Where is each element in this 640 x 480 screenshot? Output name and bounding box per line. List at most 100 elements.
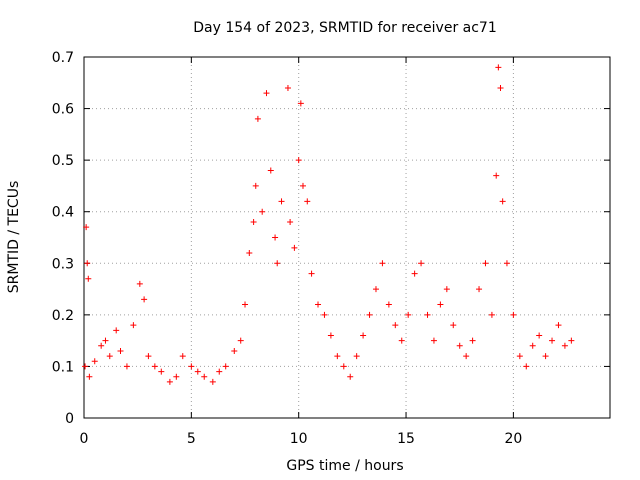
data-point bbox=[379, 260, 386, 267]
data-point bbox=[360, 332, 367, 339]
data-point bbox=[353, 353, 360, 360]
data-point bbox=[145, 353, 152, 360]
data-point bbox=[254, 115, 261, 122]
data-point bbox=[372, 286, 379, 293]
data-point bbox=[83, 224, 90, 231]
data-point bbox=[106, 353, 113, 360]
data-point bbox=[315, 301, 322, 308]
data-point bbox=[278, 198, 285, 205]
data-point bbox=[274, 260, 281, 267]
y-tick-label: 0.3 bbox=[52, 256, 74, 272]
data-point bbox=[113, 327, 120, 334]
data-point bbox=[476, 286, 483, 293]
data-point bbox=[82, 363, 89, 370]
x-tick-label: 10 bbox=[290, 431, 308, 447]
data-point bbox=[463, 353, 470, 360]
data-point bbox=[209, 378, 216, 385]
data-point bbox=[287, 219, 294, 226]
data-point bbox=[297, 100, 304, 107]
y-tick-label: 0.7 bbox=[52, 50, 74, 66]
data-point bbox=[493, 172, 500, 179]
data-point bbox=[321, 311, 328, 318]
grid bbox=[84, 57, 610, 418]
data-point bbox=[398, 337, 405, 344]
data-point bbox=[555, 322, 562, 329]
data-point bbox=[482, 260, 489, 267]
data-point bbox=[291, 244, 298, 251]
data-point bbox=[536, 332, 543, 339]
data-point bbox=[158, 368, 165, 375]
x-tick-label: 20 bbox=[504, 431, 522, 447]
y-axis-title: SRMTID / TECUs bbox=[6, 181, 22, 294]
data-point bbox=[411, 270, 418, 277]
data-point bbox=[284, 84, 291, 91]
data-point bbox=[561, 342, 568, 349]
data-point bbox=[123, 363, 130, 370]
data-point bbox=[237, 337, 244, 344]
data-point bbox=[141, 296, 148, 303]
data-point bbox=[231, 347, 238, 354]
data-point bbox=[347, 373, 354, 380]
data-point bbox=[529, 342, 536, 349]
data-point bbox=[523, 363, 530, 370]
data-point bbox=[334, 353, 341, 360]
data-point bbox=[85, 275, 92, 282]
y-tick-label: 0 bbox=[65, 411, 74, 427]
data-point bbox=[308, 270, 315, 277]
data-point bbox=[242, 301, 249, 308]
data-point bbox=[299, 182, 306, 189]
x-tick-label: 0 bbox=[80, 431, 89, 447]
x-tick-label: 5 bbox=[187, 431, 196, 447]
data-point bbox=[194, 368, 201, 375]
chart-title: Day 154 of 2023, SRMTID for receiver ac7… bbox=[193, 20, 497, 36]
data-point bbox=[295, 157, 302, 164]
data-point bbox=[418, 260, 425, 267]
y-tick-label: 0.6 bbox=[52, 102, 74, 118]
data-point bbox=[84, 260, 91, 267]
x-axis-title: GPS time / hours bbox=[286, 458, 403, 474]
data-point bbox=[469, 337, 476, 344]
data-point bbox=[443, 286, 450, 293]
data-point bbox=[263, 90, 270, 97]
data-point bbox=[166, 378, 173, 385]
data-point bbox=[259, 208, 266, 215]
data-point bbox=[497, 84, 504, 91]
data-point bbox=[542, 353, 549, 360]
x-tick-label: 15 bbox=[397, 431, 415, 447]
data-point bbox=[267, 167, 274, 174]
data-point bbox=[456, 342, 463, 349]
data-point bbox=[340, 363, 347, 370]
axis-ticks: 0 5 10 15 20 0 0.1 0.2 0.3 0.4 0.5 0.6 0.7 bbox=[52, 50, 610, 447]
data-point bbox=[503, 260, 510, 267]
data-point bbox=[437, 301, 444, 308]
data-point bbox=[117, 347, 124, 354]
data-point bbox=[91, 358, 98, 365]
data-point bbox=[216, 368, 223, 375]
data-point bbox=[392, 322, 399, 329]
data-point bbox=[495, 64, 502, 71]
data-point bbox=[272, 234, 279, 241]
data-point bbox=[201, 373, 208, 380]
y-tick-label: 0.2 bbox=[52, 308, 74, 324]
data-point bbox=[510, 311, 517, 318]
data-point bbox=[304, 198, 311, 205]
data-point bbox=[173, 373, 180, 380]
data-points bbox=[82, 64, 575, 385]
data-point bbox=[102, 337, 109, 344]
data-point bbox=[222, 363, 229, 370]
data-point bbox=[252, 182, 259, 189]
y-tick-label: 0.4 bbox=[52, 205, 74, 221]
data-point bbox=[568, 337, 575, 344]
data-point bbox=[424, 311, 431, 318]
data-point bbox=[488, 311, 495, 318]
data-point bbox=[98, 342, 105, 349]
data-point bbox=[151, 363, 158, 370]
data-point bbox=[136, 280, 143, 287]
data-point bbox=[366, 311, 373, 318]
data-point bbox=[179, 353, 186, 360]
data-point bbox=[188, 363, 195, 370]
data-point bbox=[405, 311, 412, 318]
data-point bbox=[327, 332, 334, 339]
data-point bbox=[385, 301, 392, 308]
